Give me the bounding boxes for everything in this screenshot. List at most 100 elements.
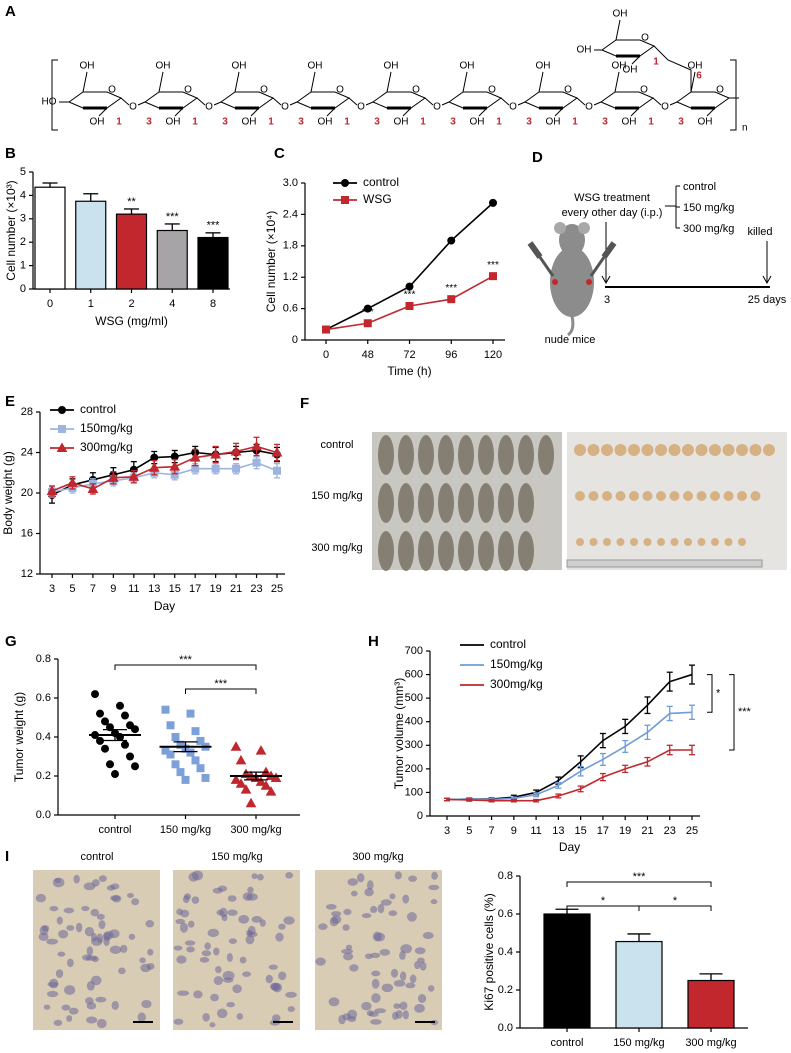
cell-nucleus xyxy=(343,908,352,916)
legend-marker xyxy=(58,425,66,433)
cell-nucleus xyxy=(392,1011,399,1020)
mouse-photo xyxy=(498,435,514,475)
tumor-photo xyxy=(575,491,585,501)
cell-nucleus xyxy=(173,945,183,951)
point xyxy=(116,701,124,710)
y-axis-label: Cell number (×10³) xyxy=(4,180,18,280)
tumor-photo xyxy=(711,538,719,546)
linkage-number: 1 xyxy=(192,117,198,128)
hydroxyl: OH xyxy=(318,117,333,128)
cell-nucleus xyxy=(388,910,398,917)
panel-label: G xyxy=(5,633,17,650)
cell-nucleus xyxy=(371,993,381,1003)
cell-nucleus xyxy=(247,886,254,894)
x-axis-label: WSG (mg/ml) xyxy=(95,314,168,328)
point xyxy=(245,797,257,808)
bond xyxy=(554,107,564,117)
bond xyxy=(500,97,510,106)
tumor-photo xyxy=(614,444,627,456)
x-tick-label: 8 xyxy=(210,298,216,310)
y-tick-label: 0.8 xyxy=(498,870,513,882)
significance-label: * xyxy=(716,687,721,699)
cell-nucleus xyxy=(49,905,59,912)
panel-label: H xyxy=(368,633,379,650)
cell-nucleus xyxy=(66,925,75,931)
y-tick-label: 600 xyxy=(405,668,423,680)
cell-nucleus xyxy=(58,929,69,939)
tumor-photo xyxy=(602,491,612,501)
y-tick-label: 100 xyxy=(405,786,423,798)
point xyxy=(131,725,139,734)
cell-nucleus xyxy=(177,990,190,996)
panel-label: B xyxy=(5,145,16,162)
panel-label: C xyxy=(274,145,285,162)
point xyxy=(489,272,497,281)
glycosidic-oxygen: O xyxy=(585,102,593,113)
point xyxy=(101,744,109,753)
point xyxy=(260,780,272,790)
significance-label: * xyxy=(673,895,678,907)
cell-nucleus xyxy=(380,899,392,906)
hydroxyl: OH xyxy=(688,61,703,72)
linkage-number: 1 xyxy=(420,117,426,128)
point xyxy=(252,458,261,467)
cell-nucleus xyxy=(399,1001,408,1010)
mouse-photo xyxy=(518,435,534,475)
bond xyxy=(158,71,164,93)
linkage-number: 1 xyxy=(344,117,350,128)
tumor-photo xyxy=(668,444,681,456)
cell-nucleus xyxy=(285,871,294,879)
cell-nucleus xyxy=(187,920,195,928)
point xyxy=(186,748,195,757)
x-tick-label: 25 xyxy=(271,583,283,595)
mouse-photo xyxy=(418,483,434,523)
tumor-photo xyxy=(723,491,734,501)
y-tick-label: 0.0 xyxy=(498,1022,513,1034)
cell-nucleus xyxy=(381,983,394,993)
hydroxyl: OH xyxy=(384,61,399,72)
x-tick-label: 9 xyxy=(511,825,517,837)
point xyxy=(489,198,497,207)
linkage-number: 3 xyxy=(222,117,228,128)
glycosidic-oxygen: O xyxy=(129,102,137,113)
ring-oxygen: O xyxy=(260,85,268,96)
legend-marker xyxy=(341,196,349,204)
point xyxy=(405,301,414,310)
y-axis-label: Body weight (g) xyxy=(1,451,15,534)
point xyxy=(196,764,205,773)
hydroxyl: HO xyxy=(42,97,57,108)
series-line xyxy=(446,749,692,802)
point xyxy=(196,736,205,745)
x-tick-label: 3 xyxy=(444,825,450,837)
cell-nucleus xyxy=(85,955,98,961)
cell-nucleus xyxy=(315,957,326,966)
cell-nucleus xyxy=(422,931,434,940)
point xyxy=(181,775,190,784)
y-tick-label: 1.8 xyxy=(283,240,298,252)
x-tick-label: 96 xyxy=(445,349,457,361)
legend-label: WSG xyxy=(363,192,392,206)
cell-nucleus xyxy=(98,920,106,929)
group-label: 300 mg/kg xyxy=(683,223,734,235)
cell-nucleus xyxy=(318,923,328,930)
y-tick-label: 0 xyxy=(292,334,298,346)
mouse-photo xyxy=(398,435,414,475)
y-tick-label: 0.6 xyxy=(36,692,51,704)
cell-nucleus xyxy=(228,938,238,944)
y-tick-label: 3 xyxy=(20,213,26,225)
y-tick-label: 200 xyxy=(405,763,423,775)
bond xyxy=(386,71,392,93)
tumor-photo xyxy=(737,491,747,501)
y-tick-label: 2 xyxy=(20,236,26,248)
cell-nucleus xyxy=(191,896,200,904)
cell-nucleus xyxy=(368,1011,379,1017)
significance-label: *** xyxy=(445,283,457,294)
tumor-photo xyxy=(616,538,625,546)
cell-nucleus xyxy=(414,961,421,970)
cell-nucleus xyxy=(246,893,258,901)
significance-bracket xyxy=(729,674,735,751)
cell-nucleus xyxy=(43,1004,51,1010)
significance-label: *** xyxy=(179,654,193,666)
bond xyxy=(120,97,130,106)
bond xyxy=(631,55,641,65)
